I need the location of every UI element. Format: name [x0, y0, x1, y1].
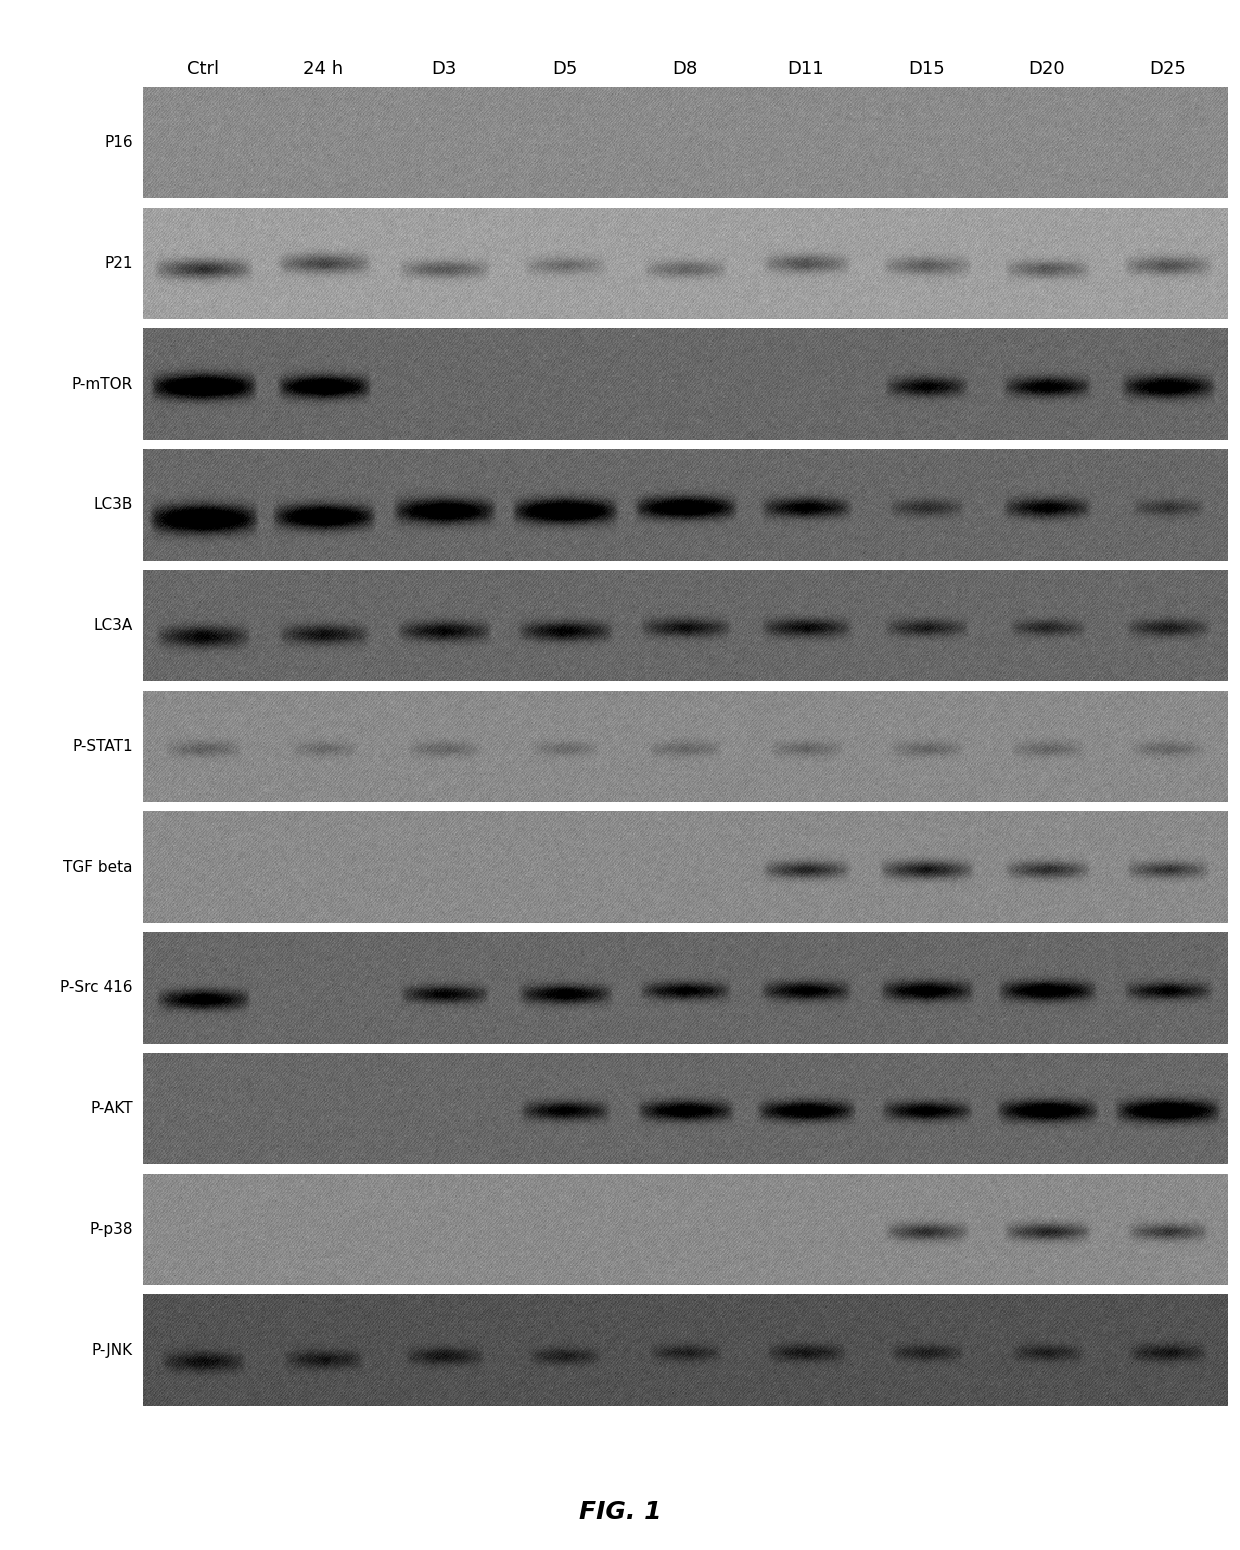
Text: D15: D15	[908, 60, 945, 78]
Text: P21: P21	[104, 256, 133, 271]
Text: D5: D5	[552, 60, 578, 78]
Text: P-AKT: P-AKT	[91, 1100, 133, 1116]
Text: P-JNK: P-JNK	[92, 1342, 133, 1358]
Text: P-p38: P-p38	[89, 1221, 133, 1237]
Text: 24 h: 24 h	[304, 60, 343, 78]
Text: FIG. 1: FIG. 1	[579, 1500, 661, 1524]
Text: D20: D20	[1028, 60, 1065, 78]
Text: P16: P16	[104, 135, 133, 150]
Text: TGF beta: TGF beta	[63, 860, 133, 874]
Text: D8: D8	[672, 60, 698, 78]
Text: P-STAT1: P-STAT1	[72, 739, 133, 753]
Text: LC3A: LC3A	[93, 618, 133, 632]
Text: D3: D3	[432, 60, 456, 78]
Text: P-Src 416: P-Src 416	[61, 980, 133, 995]
Text: Ctrl: Ctrl	[187, 60, 219, 78]
Text: P-mTOR: P-mTOR	[72, 377, 133, 392]
Text: D11: D11	[787, 60, 823, 78]
Text: D25: D25	[1149, 60, 1185, 78]
Text: LC3B: LC3B	[93, 498, 133, 513]
